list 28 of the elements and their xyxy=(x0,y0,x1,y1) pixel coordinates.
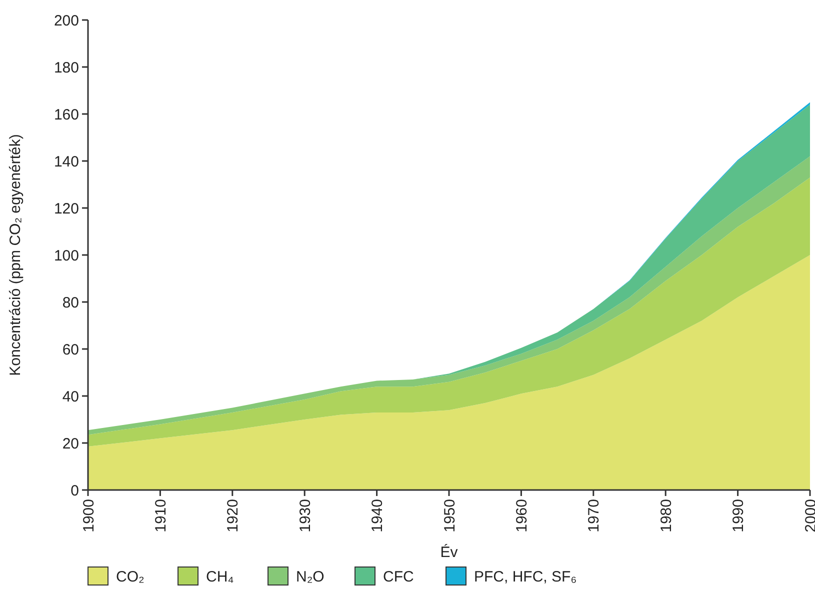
legend-label: CO₂ xyxy=(116,568,144,586)
y-tick-label: 0 xyxy=(70,482,79,500)
x-tick-label: 1900 xyxy=(80,499,98,532)
legend-label: CFC xyxy=(383,568,414,586)
legend-label: CH₄ xyxy=(206,568,234,586)
y-tick-label: 100 xyxy=(54,247,79,264)
x-tick-label: 1920 xyxy=(224,499,242,532)
x-tick-label: 1910 xyxy=(152,499,170,532)
y-tick-label: 20 xyxy=(62,435,79,452)
y-tick-label: 140 xyxy=(54,153,79,170)
x-tick-label: 1940 xyxy=(369,499,386,532)
x-tick-label: 1950 xyxy=(441,499,458,532)
y-tick-label: 60 xyxy=(62,341,79,358)
x-tick-label: 1970 xyxy=(586,499,603,532)
y-tick-label: 180 xyxy=(54,59,79,76)
x-axis-title: Év xyxy=(440,543,458,561)
x-tick-label: 1960 xyxy=(513,499,530,532)
y-tick-label: 80 xyxy=(62,294,79,312)
y-tick-label: 120 xyxy=(54,200,79,218)
y-tick-label: 160 xyxy=(54,106,79,124)
y-tick-label: 200 xyxy=(54,12,79,30)
y-axis-title: Koncentráció (ppm CO₂ egyenérték) xyxy=(7,134,24,376)
x-tick-label: 1930 xyxy=(296,499,314,532)
legend-label: PFC, HFC, SF₆ xyxy=(474,568,577,586)
x-tick-label: 1990 xyxy=(730,499,748,532)
y-tick-label: 40 xyxy=(62,388,79,406)
x-tick-label: 1980 xyxy=(658,499,675,532)
legend-label: N₂O xyxy=(296,568,324,586)
